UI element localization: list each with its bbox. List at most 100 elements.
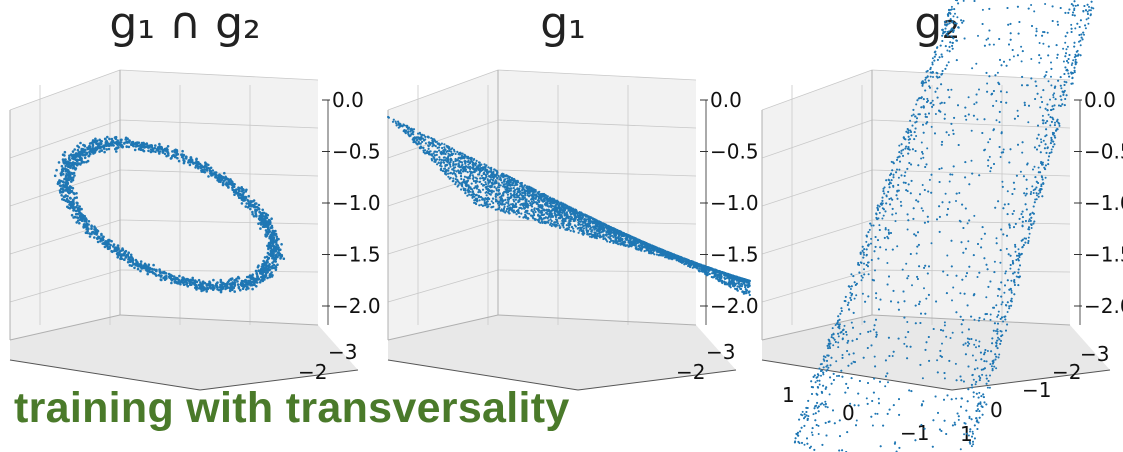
data-point bbox=[560, 214, 563, 217]
data-point bbox=[254, 285, 258, 288]
data-point bbox=[474, 199, 477, 202]
data-point bbox=[270, 249, 274, 252]
data-point bbox=[459, 174, 463, 178]
data-point bbox=[270, 271, 273, 274]
data-point bbox=[209, 172, 212, 175]
data-point bbox=[464, 191, 467, 195]
data-point bbox=[698, 270, 702, 273]
data-point bbox=[168, 273, 172, 277]
data-point bbox=[192, 162, 195, 165]
data-point bbox=[504, 198, 507, 201]
data-point bbox=[116, 146, 119, 150]
data-point bbox=[534, 210, 537, 214]
data-point bbox=[740, 287, 743, 291]
data-point bbox=[508, 176, 511, 179]
data-point bbox=[84, 148, 87, 152]
data-point bbox=[239, 288, 242, 292]
data-point bbox=[66, 195, 69, 198]
data-point bbox=[505, 201, 508, 204]
data-point bbox=[524, 203, 527, 206]
data-point bbox=[245, 188, 248, 192]
data-point bbox=[571, 226, 574, 229]
data-point bbox=[549, 218, 552, 221]
data-point bbox=[74, 209, 78, 213]
data-point bbox=[98, 138, 101, 142]
data-point bbox=[257, 277, 261, 280]
data-point bbox=[73, 154, 77, 158]
data-point bbox=[71, 157, 74, 160]
data-point bbox=[611, 239, 615, 242]
data-point bbox=[577, 227, 580, 230]
data-point bbox=[494, 175, 497, 178]
data-point bbox=[608, 240, 612, 244]
data-point bbox=[444, 172, 447, 175]
data-point bbox=[456, 185, 459, 188]
data-point bbox=[86, 229, 89, 233]
data-point bbox=[724, 281, 728, 284]
data-point bbox=[240, 284, 244, 288]
data-point bbox=[460, 177, 463, 181]
data-point bbox=[530, 209, 533, 212]
data-point bbox=[280, 243, 283, 246]
data-point bbox=[473, 158, 476, 161]
data-point bbox=[507, 200, 510, 203]
data-point bbox=[102, 146, 106, 150]
data-point bbox=[110, 239, 113, 243]
data-point bbox=[269, 246, 273, 250]
data-point bbox=[493, 185, 496, 188]
data-point bbox=[442, 149, 445, 152]
data-point bbox=[487, 171, 490, 174]
data-point bbox=[199, 165, 202, 168]
data-point bbox=[523, 196, 526, 199]
data-point bbox=[560, 222, 563, 225]
data-point bbox=[615, 237, 619, 240]
data-point bbox=[447, 175, 450, 178]
data-point bbox=[494, 195, 497, 198]
data-point bbox=[434, 140, 437, 143]
data-point bbox=[467, 163, 470, 166]
data-point bbox=[435, 150, 439, 153]
data-point bbox=[477, 194, 480, 197]
data-point bbox=[195, 158, 198, 161]
data-point bbox=[99, 237, 103, 241]
data-point bbox=[483, 199, 486, 202]
data-point bbox=[115, 150, 118, 153]
data-point bbox=[526, 204, 529, 207]
data-point bbox=[63, 162, 66, 165]
data-point bbox=[170, 279, 174, 282]
data-point bbox=[69, 201, 72, 204]
data-point bbox=[163, 152, 167, 156]
data-point bbox=[91, 147, 94, 150]
data-point bbox=[239, 192, 242, 196]
data-point bbox=[80, 159, 83, 162]
data-point bbox=[233, 279, 236, 282]
data-point bbox=[172, 275, 176, 278]
data-point bbox=[258, 211, 262, 214]
data-point bbox=[68, 158, 72, 162]
data-point bbox=[262, 211, 265, 215]
data-point bbox=[607, 231, 610, 234]
data-point bbox=[251, 273, 254, 277]
data-point bbox=[434, 154, 437, 157]
data-point bbox=[215, 284, 218, 288]
data-point bbox=[176, 156, 179, 160]
data-point bbox=[118, 250, 122, 253]
data-point bbox=[276, 263, 279, 267]
data-point bbox=[135, 261, 138, 265]
data-point bbox=[74, 167, 78, 170]
data-point bbox=[415, 139, 418, 142]
data-point bbox=[91, 144, 95, 148]
data-point bbox=[245, 288, 248, 291]
data-point bbox=[179, 282, 182, 286]
data-point bbox=[503, 205, 506, 208]
data-point bbox=[270, 236, 273, 240]
data-point bbox=[441, 169, 445, 173]
data-point bbox=[186, 285, 190, 288]
data-point bbox=[565, 224, 568, 227]
data-point bbox=[438, 156, 441, 159]
data-point bbox=[472, 177, 475, 180]
data-point bbox=[512, 186, 515, 190]
data-point bbox=[95, 229, 99, 232]
data-point bbox=[524, 192, 527, 195]
